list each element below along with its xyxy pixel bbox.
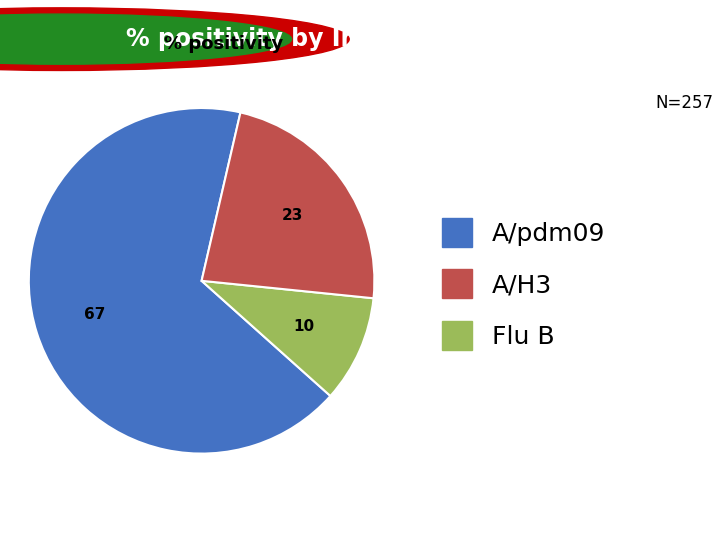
Circle shape — [0, 14, 292, 64]
Title: % positivity: % positivity — [163, 35, 283, 53]
Wedge shape — [202, 112, 374, 298]
Text: % positivity by Influenza subtypes: % positivity by Influenza subtypes — [126, 27, 585, 51]
Text: 67: 67 — [84, 307, 105, 322]
Wedge shape — [29, 108, 330, 454]
Legend: A/pdm09, A/H3, Flu B: A/pdm09, A/H3, Flu B — [431, 208, 615, 360]
Text: 23: 23 — [282, 208, 304, 223]
Text: 10: 10 — [294, 319, 315, 334]
Text: www.phls.gov.bt: www.phls.gov.bt — [297, 515, 423, 530]
Wedge shape — [202, 281, 374, 396]
Text: N=257: N=257 — [656, 94, 714, 112]
Circle shape — [0, 8, 349, 71]
